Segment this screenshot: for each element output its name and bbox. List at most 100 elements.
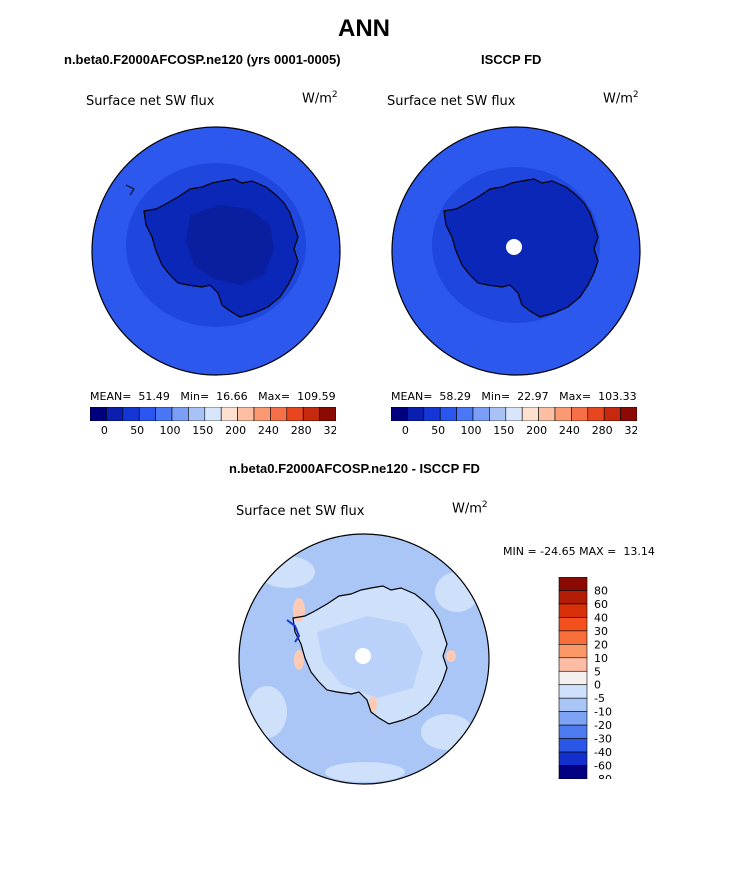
colorbar-tick-label: 150 [493,424,514,437]
panel1-variable-label: Surface net SW flux [86,94,215,109]
diff-minmax: MIN = -24.65 MAX = 13.14 [503,545,655,558]
diff-map [238,533,490,785]
colorbar-swatch [558,697,588,712]
colorbar-swatch [138,407,156,421]
colorbar-swatch [302,407,320,421]
colorbar-swatch [554,407,572,421]
colorbar-swatch [237,407,255,421]
colorbar-swatch [253,407,271,421]
page-title: ANN [338,15,390,42]
colorbar-swatch [558,657,588,672]
colorbar-tick-label: 5 [594,665,601,678]
colorbar-tick-label: 60 [594,598,608,611]
colorbar-tick-label: 200 [225,424,246,437]
diff-units: W/m2 [452,500,488,517]
panel1-colorbar-ticks: 0 50 100 150 200 240 280 320 [101,424,337,437]
colorbar-swatch [558,724,588,739]
panel2-colorbar-ticks: 0 50 100 150 200 240 280 320 [402,424,638,437]
diff-title: n.beta0.F2000AFCOSP.ne120 - ISCCP FD [229,461,480,476]
colorbar-tick-label: 20 [594,638,608,651]
colorbar-swatch [505,407,523,421]
colorbar-swatch [521,407,539,421]
colorbar-swatch [620,407,637,421]
colorbar-swatch [558,684,588,699]
colorbar-tick-label: 0 [402,424,409,437]
colorbar-tick-label: 50 [130,424,144,437]
colorbar-tick-label: -60 [594,760,612,773]
colorbar-tick-label: -5 [594,692,605,705]
colorbar-tick-label: 150 [192,424,213,437]
colorbar-swatch [106,407,124,421]
colorbar-tick-label: 200 [526,424,547,437]
colorbar-swatch [558,603,588,618]
colorbar-tick-label: -10 [594,706,612,719]
colorbar-swatch [558,590,588,605]
colorbar-tick-label: 240 [559,424,580,437]
colorbar-swatch [558,751,588,766]
panel2-colorbar [391,407,637,421]
colorbar-tick-label: -40 [594,746,612,759]
pole-missing-data [355,648,371,664]
panel2-units: W/m2 [603,90,639,107]
colorbar-swatch [188,407,206,421]
colorbar-swatch [220,407,238,421]
colorbar-swatch [603,407,621,421]
colorbar-tick-label: 40 [594,611,608,624]
colorbar-swatch [407,407,425,421]
diff-variable-label: Surface net SW flux [236,504,365,519]
panel2-map [391,126,641,376]
colorbar-tick-label: 100 [160,424,181,437]
panel1-case-title: n.beta0.F2000AFCOSP.ne120 (yrs 0001-0005… [64,52,341,67]
panel1-stats: MEAN= 51.49 Min= 16.66 Max= 109.59 [90,390,336,403]
panel2-stats: MEAN= 58.29 Min= 22.97 Max= 103.33 [391,390,637,403]
colorbar-tick-label: 240 [258,424,279,437]
colorbar-swatch [122,407,140,421]
colorbar-swatch [423,407,441,421]
colorbar-tick-label: -30 [594,733,612,746]
colorbar-swatch [558,630,588,645]
panel1-map [91,126,341,376]
colorbar-tick-label: 10 [594,652,608,665]
colorbar-swatch [558,711,588,726]
colorbar-swatch [391,407,408,421]
colorbar-tick-label: 30 [594,625,608,638]
colorbar-tick-label: 50 [431,424,445,437]
panel1-units: W/m2 [302,90,338,107]
antarctica-interior [186,205,274,285]
colorbar-swatch [456,407,474,421]
diff-colorbar [558,577,588,779]
pole-missing-data [506,239,522,255]
colorbar-swatch [558,670,588,686]
panel2-variable-label: Surface net SW flux [387,94,516,109]
colorbar-tick-label: 280 [291,424,312,437]
colorbar-swatch [558,765,588,779]
colorbar-swatch [571,407,589,421]
panel2-case-title: ISCCP FD [481,52,542,67]
colorbar-swatch [204,407,222,421]
colorbar-tick-label: 320 [324,424,337,437]
colorbar-tick-label: 100 [461,424,482,437]
colorbar-tick-label: -80 [594,773,612,779]
colorbar-swatch [90,407,107,421]
colorbar-swatch [270,407,288,421]
colorbar-swatch [319,407,336,421]
colorbar-swatch [439,407,457,421]
colorbar-swatch [558,738,588,753]
colorbar-swatch [155,407,173,421]
colorbar-swatch [558,617,588,632]
colorbar-swatch [472,407,490,421]
colorbar-tick-label: 0 [594,679,601,692]
colorbar-swatch [171,407,189,421]
colorbar-tick-label: 280 [592,424,613,437]
colorbar-swatch [587,407,605,421]
colorbar-swatch [538,407,556,421]
colorbar-tick-label: 320 [625,424,638,437]
colorbar-swatch [489,407,507,421]
colorbar-tick-label: 80 [594,584,608,597]
colorbar-swatch [558,644,588,659]
colorbar-tick-label: -20 [594,719,612,732]
panel1-colorbar [90,407,336,421]
colorbar-tick-label: 0 [101,424,108,437]
colorbar-swatch [286,407,304,421]
